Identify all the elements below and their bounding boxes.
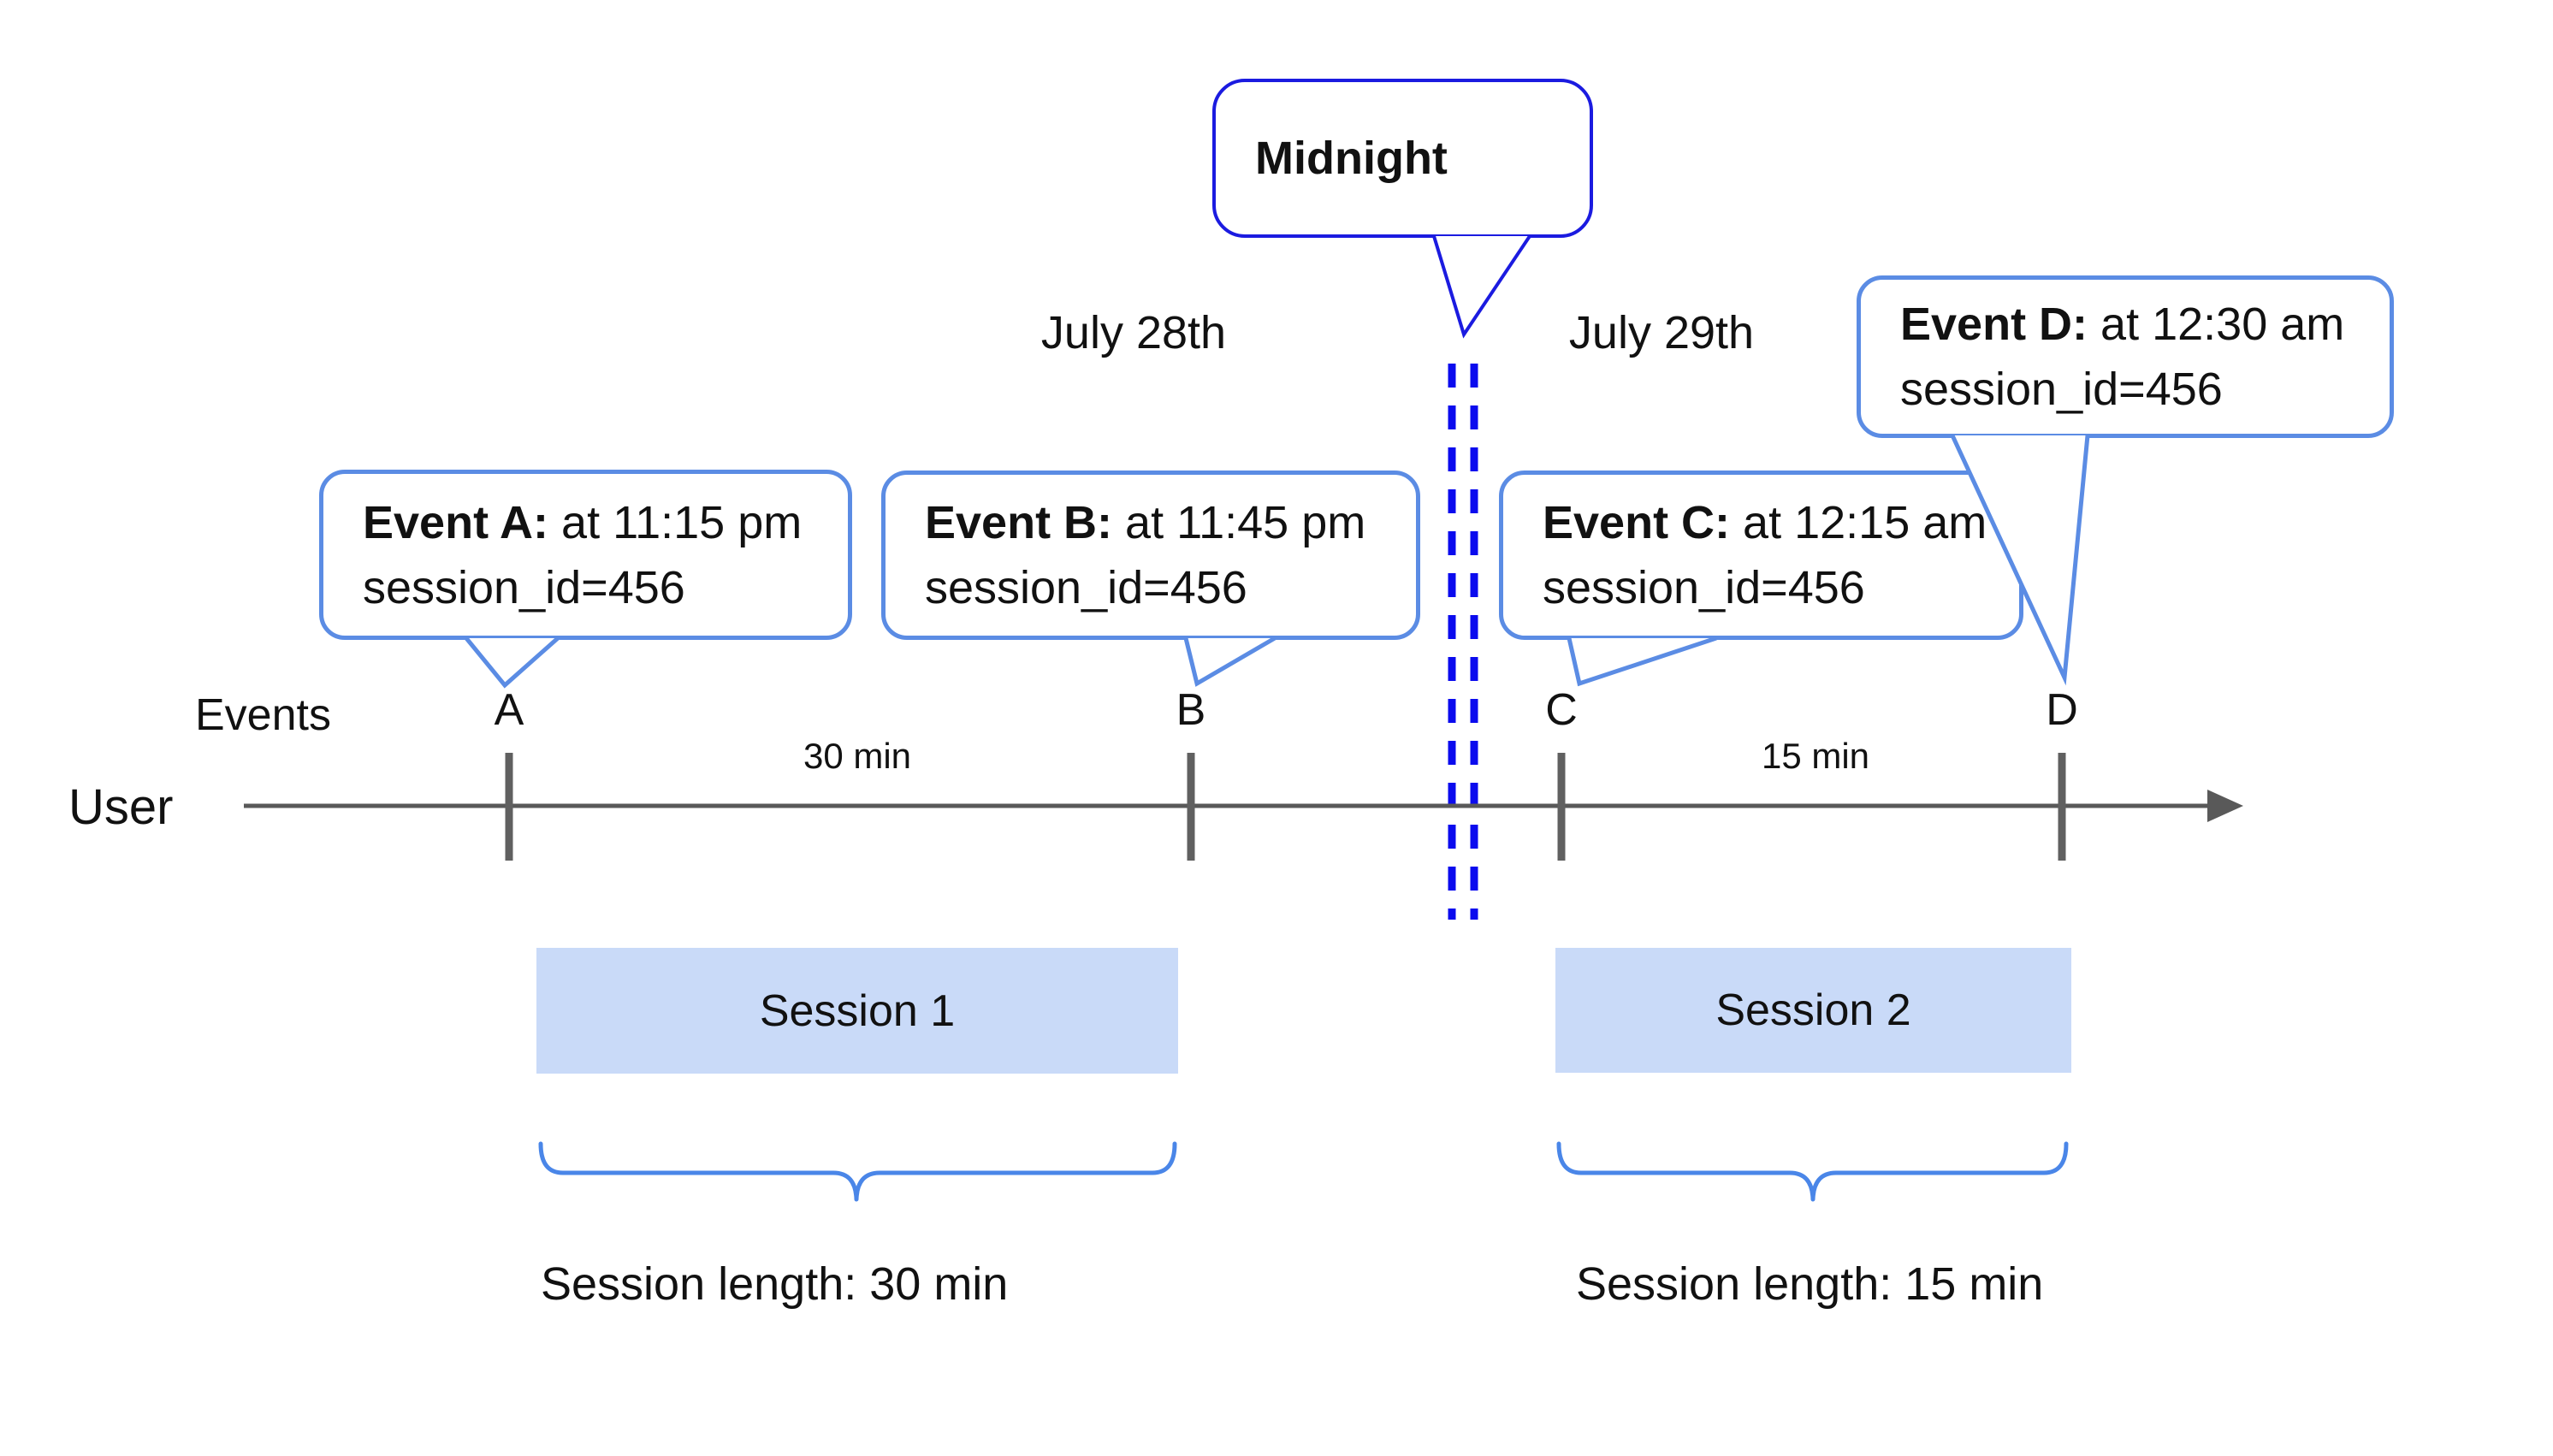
gap-30min-label: 30 min	[803, 736, 912, 776]
session1-length-label: Session length: 30 min	[541, 1258, 1009, 1310]
event-c-title: Event C:	[1543, 497, 1731, 548]
session2-brace	[1556, 1141, 2069, 1202]
event-a-time: Event A: at 11:15 pm	[363, 496, 803, 548]
event-b-title: Event B:	[925, 497, 1113, 548]
event-a-callout: Event A: at 11:15 pm session_id=456	[319, 470, 852, 640]
date-july-28: July 28th	[1040, 307, 1227, 358]
user-axis-label: User	[68, 779, 174, 835]
date-july-29: July 29th	[1568, 307, 1755, 358]
event-a-session-id: session_id=456	[363, 561, 685, 613]
events-axis-label: Events	[195, 690, 331, 740]
event-d-letter: D	[2046, 685, 2078, 735]
event-a-letter: A	[494, 685, 524, 735]
event-c-session-id: session_id=456	[1543, 562, 1865, 613]
event-c-callout: Event C: at 12:15 am session_id=456	[1499, 471, 2023, 640]
timeline-arrowhead-icon	[2207, 790, 2243, 822]
session1-box: Session 1	[536, 948, 1178, 1074]
event-b-session-id: session_id=456	[925, 562, 1247, 613]
event-d-time: Event D: at 12:30 am	[1900, 299, 2345, 350]
session2-label: Session 2	[1715, 985, 1911, 1035]
session1-label: Session 1	[759, 985, 956, 1036]
event-b-callout: Event B: at 11:45 pm session_id=456	[881, 471, 1420, 640]
event-c-time: Event C: at 12:15 am	[1543, 497, 1987, 548]
gap-15min-label: 15 min	[1761, 736, 1870, 776]
session2-box: Session 2	[1555, 948, 2071, 1073]
midnight-callout: Midnight	[1212, 79, 1593, 238]
event-d-callout: Event D: at 12:30 am session_id=456	[1857, 275, 2394, 438]
midnight-label: Midnight	[1255, 133, 1448, 184]
session1-brace	[538, 1141, 1177, 1202]
event-a-title: Event A:	[363, 496, 549, 548]
event-d-session-id: session_id=456	[1900, 364, 2223, 415]
event-c-letter: C	[1545, 685, 1578, 735]
event-d-title: Event D:	[1900, 299, 2088, 350]
event-b-letter: B	[1176, 685, 1206, 735]
session2-length-label: Session length: 15 min	[1576, 1258, 2044, 1310]
event-b-time: Event B: at 11:45 pm	[925, 497, 1366, 548]
